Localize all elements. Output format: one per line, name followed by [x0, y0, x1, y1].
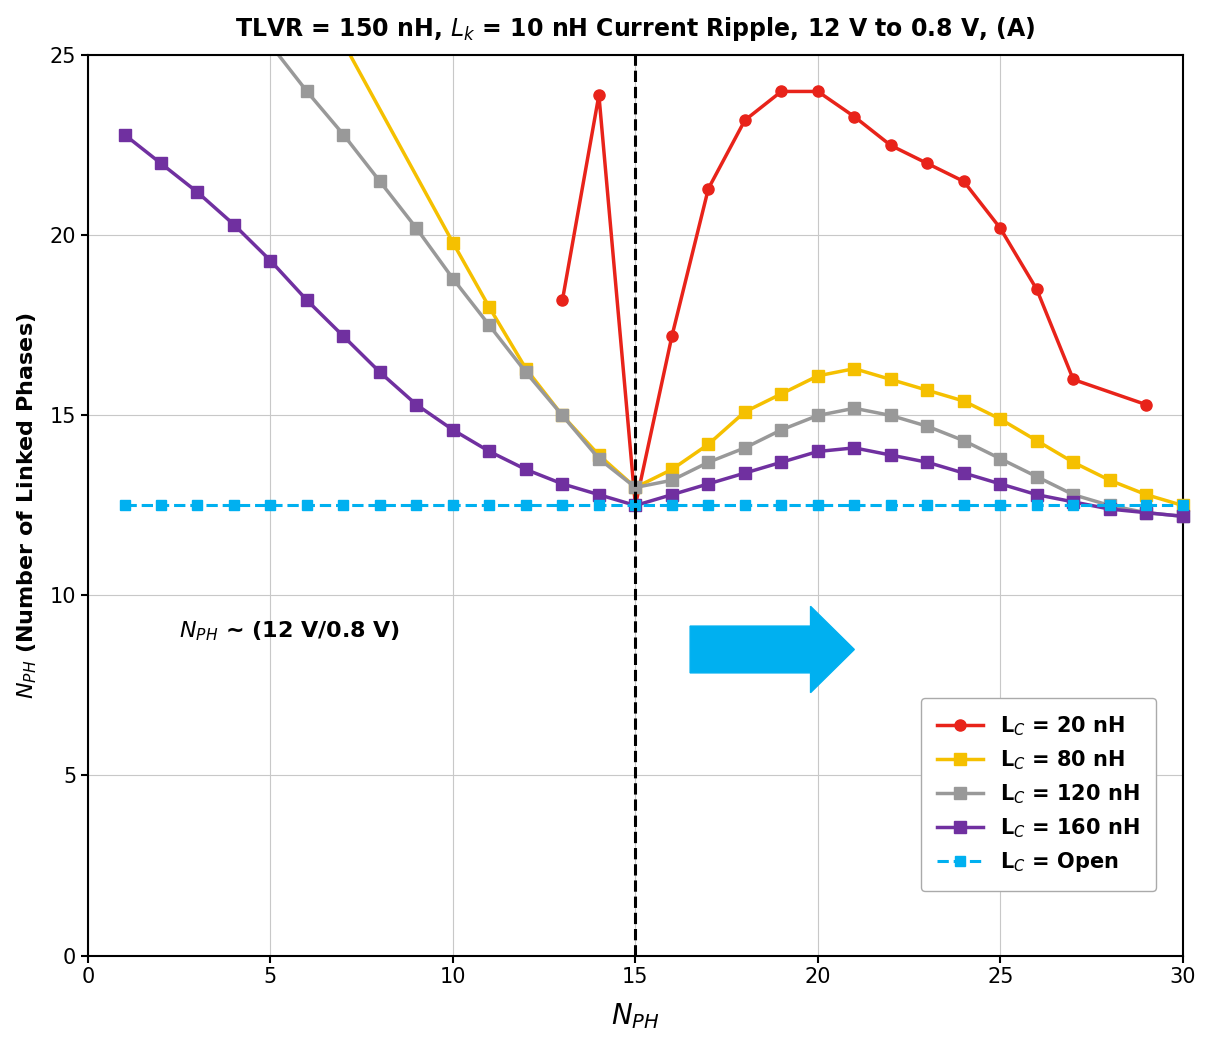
X-axis label: $N_{PH}$: $N_{PH}$ — [612, 1001, 660, 1031]
Text: $N_{PH}$ ~ (12 V/0.8 V): $N_{PH}$ ~ (12 V/0.8 V) — [179, 619, 400, 643]
Title: TLVR = 150 nH, $L_k$ = 10 nH Current Ripple, 12 V to 0.8 V, (A): TLVR = 150 nH, $L_k$ = 10 nH Current Rip… — [235, 15, 1035, 43]
Legend: L$_C$ = 20 nH, L$_C$ = 80 nH, L$_C$ = 120 nH, L$_C$ = 160 nH, L$_C$ = Open: L$_C$ = 20 nH, L$_C$ = 80 nH, L$_C$ = 12… — [920, 698, 1157, 891]
FancyArrow shape — [690, 607, 854, 692]
Y-axis label: $N_{PH}$ (Number of Linked Phases): $N_{PH}$ (Number of Linked Phases) — [15, 312, 39, 699]
